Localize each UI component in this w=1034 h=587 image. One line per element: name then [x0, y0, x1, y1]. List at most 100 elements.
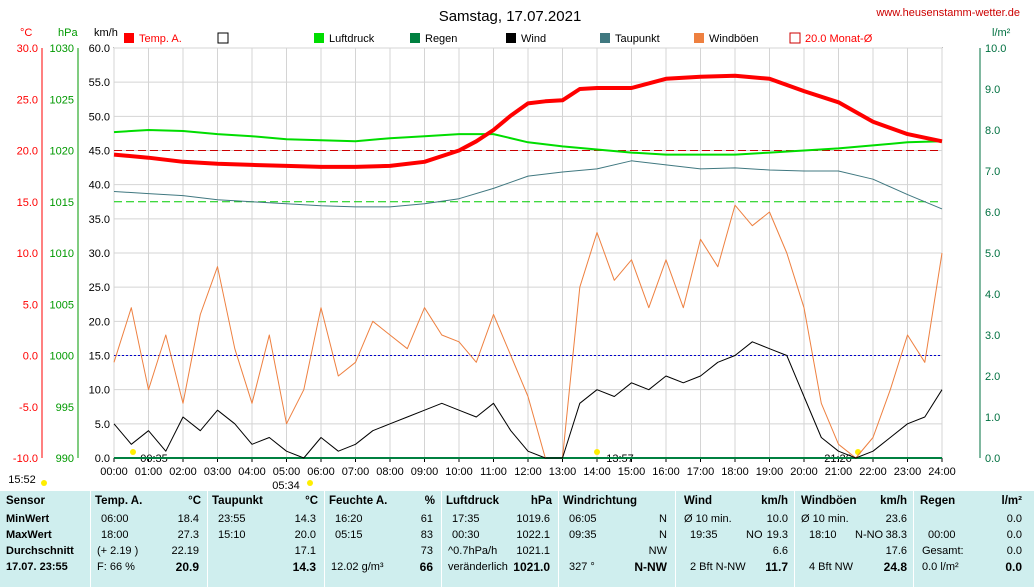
legend-label: 20.0 Monat-Ø — [805, 33, 873, 45]
x-tick-label: 06:00 — [307, 466, 335, 478]
press-avg-note: ^0.7hPa/h — [448, 545, 498, 557]
temp-min: 18.4 — [177, 513, 199, 525]
x-tick-label: 19:00 — [756, 466, 784, 478]
temp-max-time: 18:00 — [101, 529, 129, 541]
dir-min-time: 06:05 — [569, 513, 597, 525]
wind-tick-label: 40.0 — [89, 180, 110, 192]
legend-swatch — [600, 33, 610, 43]
x-tick-label: 08:00 — [376, 466, 404, 478]
hum-current-note: 12.02 g/m³ — [331, 561, 384, 573]
dir-avg: NW — [648, 545, 667, 557]
rain-tick-label: 4.0 — [985, 289, 1000, 301]
x-tick-label: 05:00 — [273, 466, 301, 478]
stats-table: Sensor MinWert MaxWert Durchschnitt 17.0… — [0, 491, 1034, 587]
rain-tick-label: 9.0 — [985, 84, 1000, 96]
dew-max: 20.0 — [294, 529, 316, 541]
x-tick-label: 12:00 — [514, 466, 542, 478]
series-luftdruck — [113, 129, 943, 156]
wind-unit: km/h — [761, 495, 788, 507]
hum-header: Feuchte A. — [329, 495, 388, 507]
press-current-note: veränderlich — [448, 561, 508, 573]
rain-min: 0.0 — [1006, 529, 1022, 541]
gust-current-note: 4 Bft NW — [809, 561, 854, 573]
series-taupunkt — [113, 160, 943, 210]
temp-unit-label: °C — [20, 27, 32, 39]
dir-current: N-NW — [634, 560, 667, 574]
rain-min-time: 00:00 — [928, 529, 956, 541]
temp-tick-label: -5.0 — [19, 402, 38, 414]
x-tick-label: 09:00 — [411, 466, 439, 478]
temp-max: 27.3 — [177, 529, 199, 541]
rain-tick-label: 3.0 — [985, 330, 1000, 342]
press-max-time: 00:30 — [452, 529, 480, 541]
wind-tick-label: 15.0 — [89, 351, 110, 363]
rain-current: 0.0 — [1005, 560, 1022, 574]
temp-tick-label: 10.0 — [17, 248, 38, 260]
rain-tick-label: 5.0 — [985, 248, 1000, 260]
legend-label: Luftdruck — [329, 33, 375, 45]
time-annotation: 15:52 — [8, 474, 36, 486]
temp-tick-label: 30.0 — [17, 43, 38, 55]
temp-tick-label: 25.0 — [17, 94, 38, 106]
rain-tick-label: 0.0 — [985, 453, 1000, 465]
legend-label: Windböen — [709, 33, 759, 45]
wind-avg: 6.6 — [772, 545, 788, 557]
dew-unit: °C — [305, 495, 318, 507]
x-tick-label: 02:00 — [169, 466, 197, 478]
legend-label: Regen — [425, 33, 457, 45]
row-label-current: 17.07. 23:55 — [6, 561, 68, 573]
gust-max: 38.3 — [885, 529, 907, 541]
press-avg: 1021.1 — [516, 545, 550, 557]
wind-min: 10.0 — [766, 513, 788, 525]
pressure-tick-label: 1000 — [50, 351, 74, 363]
chart-title: Samstag, 17.07.2021 — [439, 8, 582, 25]
pressure-unit-label: hPa — [58, 27, 78, 39]
rain-tick-label: 10.0 — [985, 43, 1006, 55]
hum-max: 83 — [420, 529, 433, 541]
winddir-column: Windrichtung 06:05 N 09:35 N NW 327 ° N-… — [559, 491, 676, 587]
rain-tick-label: 7.0 — [985, 166, 1000, 178]
chart-legend: Temp. A. Luftdruck Regen Wind Taupunkt Windbö… — [124, 32, 873, 45]
wind-max-dir: NO — [746, 529, 763, 541]
temp-tick-label: 0.0 — [23, 351, 38, 363]
rain-header: Regen — [920, 495, 956, 507]
wind-max: 19.3 — [766, 529, 788, 541]
sun-marker — [594, 449, 600, 455]
legend-label: Taupunkt — [615, 33, 660, 45]
rain-tick-label: 1.0 — [985, 412, 1000, 424]
wind-current: 11.7 — [765, 560, 788, 574]
wind-unit-label: km/h — [94, 27, 118, 39]
x-tick-label: 07:00 — [342, 466, 370, 478]
rain-max-time: Gesamt: — [922, 545, 964, 557]
x-tick-label: 24:00 — [928, 466, 956, 478]
press-min-time: 17:35 — [452, 513, 480, 525]
x-tick-label: 21:00 — [825, 466, 853, 478]
wind-tick-label: 5.0 — [95, 419, 110, 431]
x-tick-label: 18:00 — [721, 466, 749, 478]
pressure-tick-label: 990 — [56, 453, 74, 465]
press-unit: hPa — [530, 495, 552, 507]
dew-max-time: 15:10 — [218, 529, 246, 541]
rain-avg: 0.0 — [1006, 513, 1022, 525]
hum-avg: 73 — [420, 545, 433, 557]
row-label-sensor: Sensor — [6, 495, 45, 507]
row-labels: Sensor MinWert MaxWert Durchschnitt 17.0… — [0, 491, 91, 587]
x-tick-label: 03:00 — [204, 466, 232, 478]
wind-current-note: 2 Bft N-NW — [690, 561, 746, 573]
pressure-tick-label: 1020 — [50, 146, 74, 158]
chart-grid — [113, 47, 943, 459]
x-tick-label: 22:00 — [859, 466, 887, 478]
wind-tick-label: 30.0 — [89, 248, 110, 260]
time-annotation: 05:34 — [272, 480, 300, 491]
rain-tick-label: 6.0 — [985, 207, 1000, 219]
rain-tick-label: 8.0 — [985, 125, 1000, 137]
pressure-tick-label: 1025 — [50, 94, 74, 106]
gust-unit: km/h — [880, 495, 907, 507]
temp-tick-label: 5.0 — [23, 299, 38, 311]
pressure-tick-label: 1030 — [50, 43, 74, 55]
dew-current: 14.3 — [292, 560, 316, 574]
wind-max-time: 19:35 — [690, 529, 718, 541]
wind-tick-label: 50.0 — [89, 111, 110, 123]
website-label: www.heusenstamm-wetter.de — [875, 7, 1020, 19]
gust-current: 24.8 — [883, 560, 907, 574]
